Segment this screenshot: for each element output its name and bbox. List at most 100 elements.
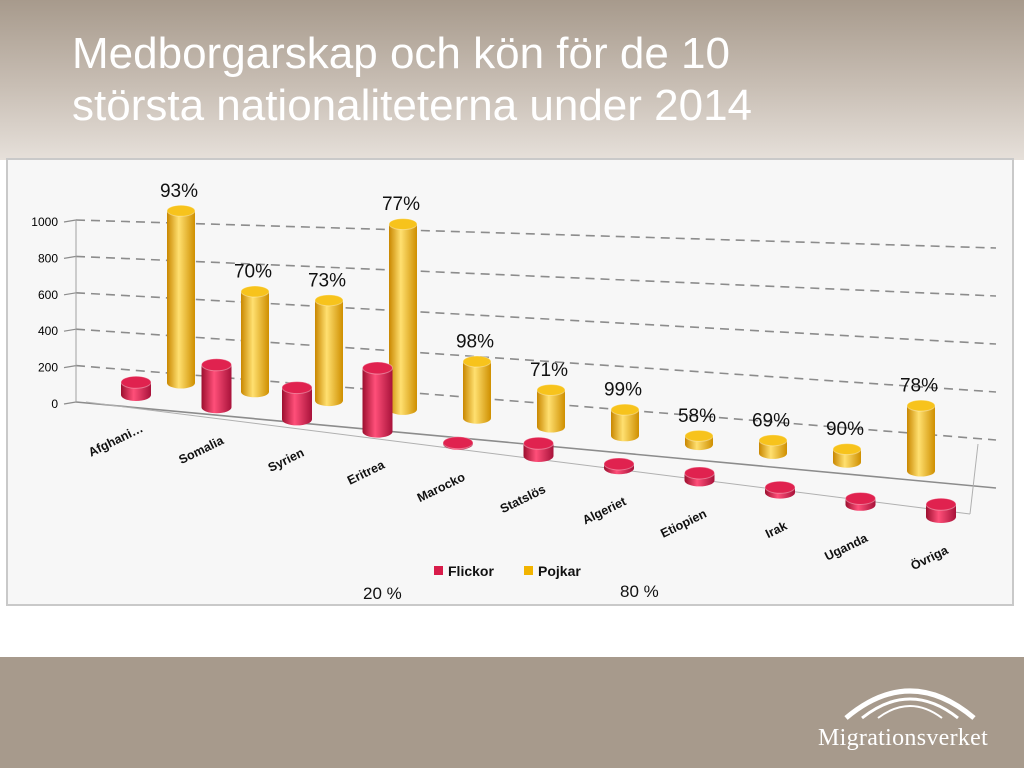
flickor-bar-top — [442, 436, 474, 450]
pojkar-bar-body — [907, 405, 935, 477]
slide-title-line-1: Medborgarskap och kön för de 10 — [72, 29, 730, 78]
pojkar-series — [166, 204, 936, 477]
percent-label: 93% — [160, 181, 198, 202]
data-labels: 93% 70% 73% 77% 98% 71% 99% 58% 69% 90% 78% — [160, 181, 938, 440]
legend: Flickor Pojkar 20 % 80 % — [363, 563, 659, 603]
flickor-bar-top — [764, 480, 796, 494]
percent-label: 70% — [234, 262, 272, 283]
pojkar-bar-top — [684, 429, 714, 442]
pojkar-bar-body — [537, 389, 565, 433]
flickor-bar — [684, 466, 715, 487]
flickor-bar — [442, 436, 474, 450]
flickor-bar-body — [201, 364, 232, 414]
gridline-left — [63, 401, 77, 405]
flickor-bar-top — [925, 497, 957, 511]
y-tick-label: 200 — [38, 361, 58, 375]
percent-label: 90% — [826, 419, 864, 440]
flickor-series — [120, 358, 957, 523]
chart: 0 200 400 600 800 1000 Afghani… Somalia Syrien Er… — [31, 181, 997, 603]
pojkar-bar-top — [906, 399, 936, 412]
flickor-bar-top — [684, 466, 715, 480]
flickor-bar — [120, 375, 152, 401]
category-label: Etiopien — [658, 507, 708, 541]
flickor-bar-top — [281, 381, 313, 395]
legend-label-flickor: Flickor — [448, 563, 494, 579]
pojkar-bar-body — [611, 409, 639, 442]
category-label: Övriga — [908, 542, 951, 573]
footer-band: Migrationsverket — [0, 657, 1024, 768]
category-label: Syrien — [266, 446, 306, 475]
slide-title: Medborgarskap och kön för de 10 största … — [72, 28, 972, 132]
flickor-bar — [603, 457, 635, 475]
flickor-bar-top — [201, 358, 232, 372]
pojkar-bar — [314, 294, 344, 407]
pojkar-bar — [610, 403, 640, 442]
flickor-bar-body — [362, 368, 393, 438]
migrationsverket-logo: Migrationsverket — [814, 672, 1004, 752]
flickor-bar — [201, 358, 232, 414]
pojkar-bar-body — [315, 300, 344, 407]
flickor-bar-top — [523, 436, 554, 450]
pojkar-bar-top — [832, 443, 862, 456]
pojkar-bar — [388, 218, 418, 415]
pojkar-bar-top — [758, 434, 788, 447]
category-label: Marocko — [415, 470, 468, 505]
gridline-left — [63, 365, 77, 369]
pojkar-bar — [758, 434, 788, 459]
gridline — [75, 328, 997, 393]
flickor-bar — [925, 497, 957, 523]
pojkar-bar-top — [166, 204, 196, 217]
logo-text: Migrationsverket — [818, 725, 989, 751]
percent-label: 58% — [678, 406, 716, 427]
category-label: Uganda — [822, 530, 870, 563]
category-label: Somalia — [177, 433, 227, 467]
percent-label: 71% — [530, 360, 568, 381]
pojkar-bar-body — [241, 291, 269, 398]
annotation-left: 20 % — [363, 584, 402, 603]
y-tick-label: 600 — [38, 288, 58, 302]
gridline — [75, 292, 997, 345]
flickor-bar-top — [362, 361, 393, 375]
category-label: Statslös — [498, 482, 548, 516]
flickor-bar — [764, 480, 796, 499]
percent-label: 73% — [308, 270, 346, 291]
flickor-bar-body — [282, 387, 312, 426]
percent-label: 69% — [752, 410, 790, 431]
flickor-bar-top — [845, 491, 876, 505]
legend-label-pojkar: Pojkar — [538, 563, 581, 579]
pojkar-bar-top — [388, 218, 418, 231]
header-band: Medborgarskap och kön för de 10 största … — [0, 0, 1024, 160]
floor-edge — [969, 443, 979, 515]
pojkar-bar-body — [167, 210, 196, 389]
pojkar-bar-top — [314, 294, 344, 307]
pojkar-bar-top — [610, 403, 640, 416]
flickor-bar — [845, 491, 876, 511]
pojkar-bar — [240, 285, 270, 398]
flickor-bar-top — [120, 375, 152, 389]
gridline-left — [63, 219, 77, 223]
slide-title-line-2: största nationaliteterna under 2014 — [72, 81, 753, 130]
y-tick-label: 800 — [38, 251, 58, 265]
pojkar-bar-top — [536, 383, 566, 396]
percent-label: 98% — [456, 332, 494, 353]
percent-label: 99% — [604, 380, 642, 401]
category-label: Algeriet — [580, 494, 629, 527]
pojkar-bar-top — [462, 355, 492, 368]
flickor-bar-top — [603, 457, 635, 471]
pojkar-bar-body — [389, 224, 417, 415]
flickor-bar — [281, 381, 313, 426]
legend-swatch-flickor — [434, 566, 443, 575]
y-tick-label: 1000 — [31, 215, 58, 229]
percent-label: 78% — [900, 376, 938, 397]
gridline-left — [63, 255, 77, 259]
pojkar-bar — [536, 383, 566, 433]
gridline — [75, 255, 997, 297]
category-label: Irak — [763, 519, 789, 541]
flickor-bar — [362, 361, 393, 438]
gridline-left — [63, 328, 77, 332]
arc-icon — [844, 688, 976, 720]
gridline-left — [63, 292, 77, 296]
flickor-bar — [523, 436, 554, 462]
pojkar-bar — [832, 443, 862, 468]
legend-swatch-pojkar — [524, 566, 533, 575]
